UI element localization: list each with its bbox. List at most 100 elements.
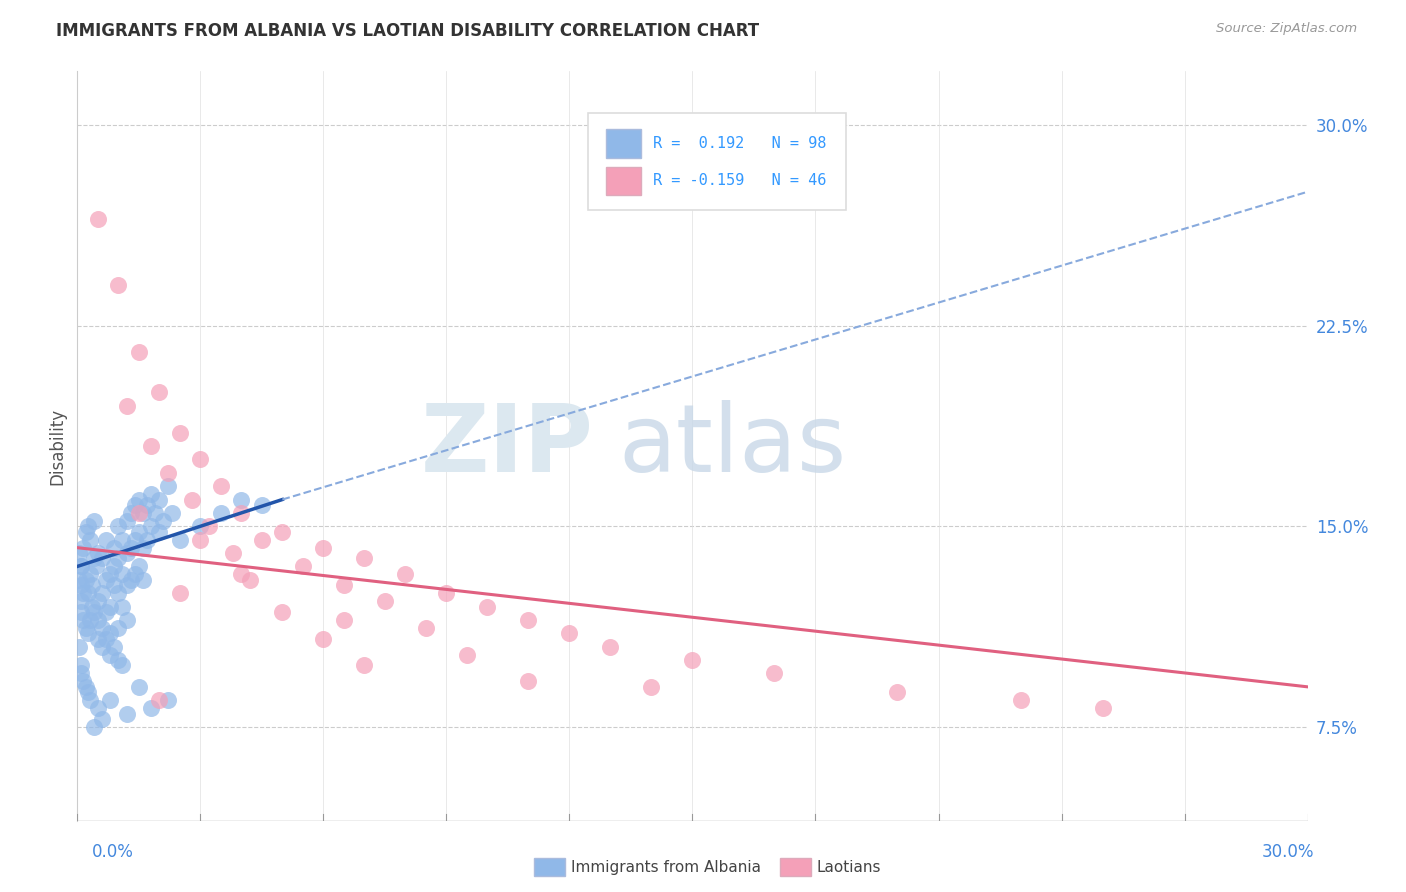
Text: R =  0.192   N = 98: R = 0.192 N = 98 — [654, 136, 827, 151]
Point — [115, 578, 138, 592]
Point — [188, 519, 212, 533]
Y-axis label: Disability: Disability — [48, 408, 66, 484]
Point — [107, 621, 129, 635]
Point — [70, 559, 93, 574]
Point — [1010, 693, 1032, 707]
Point — [291, 559, 314, 574]
Point — [115, 546, 138, 560]
Point — [456, 648, 478, 662]
Point — [160, 506, 183, 520]
Point — [231, 506, 253, 520]
Point — [87, 632, 110, 646]
Point — [136, 533, 159, 547]
Text: atlas: atlas — [619, 400, 846, 492]
Point — [152, 514, 174, 528]
Point — [333, 613, 356, 627]
Point — [69, 559, 91, 574]
Point — [128, 506, 150, 520]
Point — [94, 605, 117, 619]
Point — [90, 621, 114, 635]
Point — [312, 541, 335, 555]
Point — [239, 573, 262, 587]
Point — [156, 466, 179, 480]
Point — [599, 640, 621, 654]
Point — [70, 605, 93, 619]
Point — [75, 621, 97, 635]
FancyBboxPatch shape — [606, 167, 641, 195]
Point — [79, 533, 101, 547]
Point — [98, 599, 121, 614]
Point — [353, 658, 375, 673]
Point — [141, 701, 163, 715]
Point — [115, 514, 138, 528]
Point — [79, 567, 101, 582]
Point — [394, 567, 416, 582]
Point — [103, 541, 125, 555]
Text: Immigrants from Albania: Immigrants from Albania — [571, 860, 761, 874]
Point — [188, 533, 212, 547]
Point — [181, 492, 204, 507]
Point — [76, 626, 98, 640]
Point — [209, 506, 232, 520]
Point — [90, 586, 114, 600]
Text: ZIP: ZIP — [422, 400, 595, 492]
Point — [886, 685, 908, 699]
Point — [107, 278, 129, 293]
Point — [67, 573, 90, 587]
Text: 30.0%: 30.0% — [1263, 843, 1315, 861]
Point — [558, 626, 581, 640]
Point — [169, 533, 191, 547]
Point — [103, 578, 125, 592]
Point — [103, 559, 125, 574]
Point — [250, 498, 273, 512]
Point — [107, 519, 129, 533]
Point — [98, 693, 121, 707]
Point — [107, 653, 129, 667]
Point — [90, 551, 114, 566]
Point — [72, 613, 94, 627]
Point — [141, 439, 163, 453]
Point — [69, 578, 91, 592]
Point — [640, 680, 662, 694]
Point — [72, 586, 94, 600]
Point — [87, 701, 110, 715]
Point — [415, 621, 437, 635]
Point — [90, 640, 114, 654]
Point — [148, 385, 170, 400]
Point — [682, 653, 704, 667]
Point — [75, 573, 97, 587]
Point — [70, 666, 93, 681]
Point — [141, 487, 163, 501]
Point — [517, 613, 540, 627]
Point — [103, 640, 125, 654]
Point — [156, 693, 179, 707]
Point — [76, 586, 98, 600]
Point — [70, 594, 93, 608]
Point — [271, 524, 294, 539]
Point — [128, 345, 150, 359]
Point — [67, 640, 90, 654]
Point — [169, 425, 191, 440]
Point — [517, 674, 540, 689]
Point — [148, 693, 170, 707]
Point — [69, 658, 91, 673]
Point — [94, 573, 117, 587]
Point — [231, 492, 253, 507]
Point — [222, 546, 245, 560]
Point — [250, 533, 273, 547]
Point — [79, 693, 101, 707]
Point — [132, 541, 155, 555]
Point — [156, 479, 179, 493]
Point — [83, 720, 105, 734]
Point — [83, 605, 105, 619]
Point — [136, 498, 159, 512]
Point — [87, 546, 110, 560]
FancyBboxPatch shape — [588, 112, 846, 210]
Point — [111, 567, 134, 582]
Point — [128, 524, 150, 539]
Point — [132, 573, 155, 587]
Point — [76, 685, 98, 699]
Point — [111, 533, 134, 547]
Point — [120, 573, 142, 587]
Point — [107, 586, 129, 600]
